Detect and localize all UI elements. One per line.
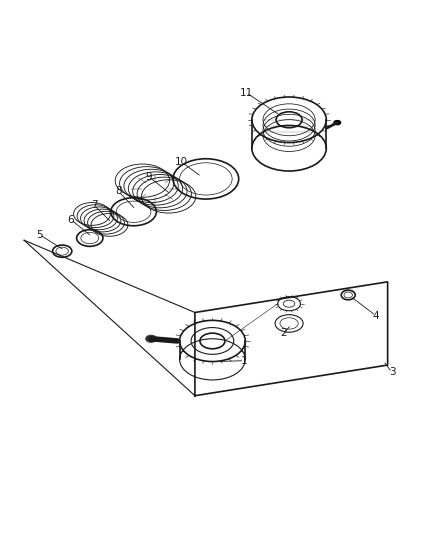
Text: 10: 10	[175, 157, 188, 167]
Text: 9: 9	[145, 172, 152, 182]
Text: 3: 3	[389, 367, 396, 377]
Text: 1: 1	[241, 356, 248, 366]
Text: 7: 7	[91, 200, 98, 210]
Text: 6: 6	[67, 215, 74, 224]
Text: 2: 2	[280, 328, 287, 338]
Text: 11: 11	[240, 87, 253, 98]
Text: 4: 4	[372, 311, 379, 320]
Text: 5: 5	[36, 230, 43, 239]
Text: 8: 8	[115, 186, 122, 196]
Ellipse shape	[146, 335, 156, 342]
Ellipse shape	[334, 120, 341, 125]
